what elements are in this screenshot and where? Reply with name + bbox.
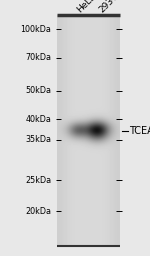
Text: 293T: 293T (98, 0, 120, 14)
Text: TCEA1: TCEA1 (129, 125, 150, 136)
Text: 100kDa: 100kDa (20, 25, 51, 34)
Text: HeLa: HeLa (75, 0, 98, 14)
Text: 40kDa: 40kDa (25, 114, 51, 124)
Text: 50kDa: 50kDa (25, 86, 51, 95)
Text: 20kDa: 20kDa (25, 207, 51, 216)
Text: 70kDa: 70kDa (25, 53, 51, 62)
Text: 35kDa: 35kDa (25, 135, 51, 144)
Text: 25kDa: 25kDa (25, 176, 51, 185)
